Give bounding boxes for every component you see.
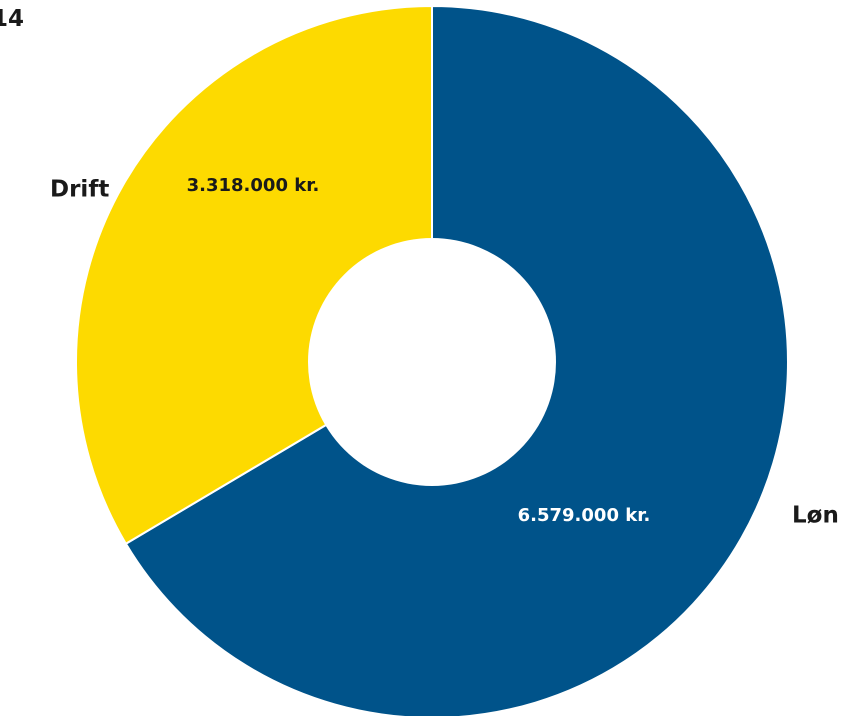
category-label-0: Løn xyxy=(792,503,839,529)
chart-title-fragment: 14 xyxy=(0,6,24,32)
value-label-0: 6.579.000 kr. xyxy=(518,505,651,526)
donut-hole xyxy=(308,238,556,486)
value-label-1: 3.318.000 kr. xyxy=(187,175,320,196)
labels-group: 6.579.000 kr. Løn 3.318.000 kr. Drift xyxy=(50,175,839,529)
category-label-1: Drift xyxy=(50,177,109,203)
